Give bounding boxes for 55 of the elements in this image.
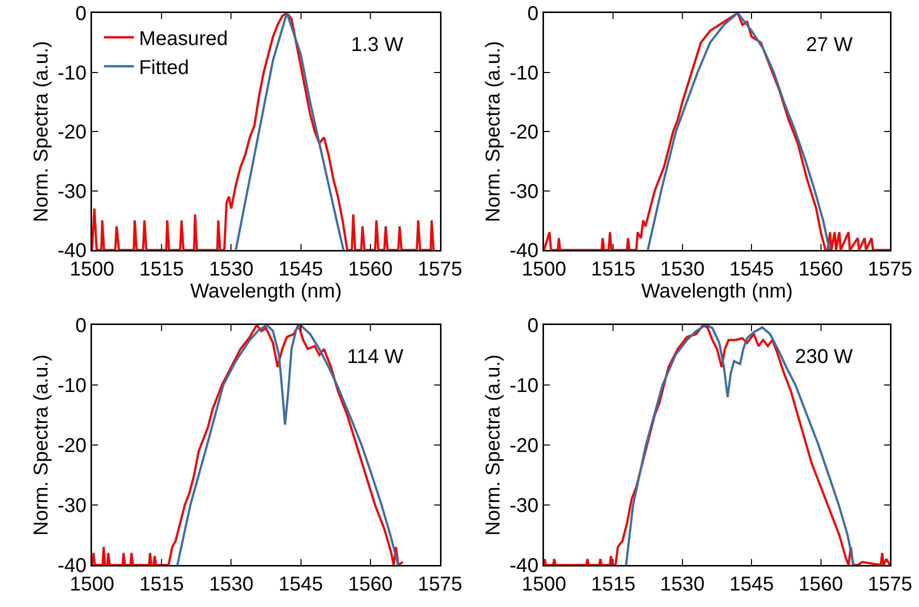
x-tick-label: 1515 bbox=[590, 258, 636, 280]
x-tick-label: 1575 bbox=[418, 574, 462, 596]
y-tick-label: 0 bbox=[75, 3, 86, 25]
line-series bbox=[92, 13, 435, 250]
y-tick-label: -30 bbox=[58, 180, 86, 203]
x-tick-label: 1560 bbox=[348, 258, 393, 280]
x-tick-label: 1545 bbox=[729, 258, 774, 280]
x-tick-label: 1575 bbox=[868, 258, 912, 280]
y-tick-label: -30 bbox=[510, 495, 538, 517]
line-series bbox=[92, 325, 404, 565]
line-series bbox=[544, 325, 890, 565]
y-tick-label: 0 bbox=[75, 315, 86, 337]
y-axis-title: Norm. Spectra (a.u.) bbox=[30, 40, 52, 222]
x-tick-label: 1515 bbox=[139, 574, 184, 596]
annotation: 1.3 W bbox=[351, 34, 404, 56]
x-tick-label: 1560 bbox=[348, 574, 393, 596]
y-tick-label: -20 bbox=[510, 122, 538, 144]
annotation: 27 W bbox=[806, 34, 853, 56]
annotation: 230 W bbox=[795, 346, 853, 368]
x-tick-label: 1545 bbox=[729, 574, 774, 596]
x-tick-label: 1575 bbox=[868, 574, 912, 596]
x-tick-label: 1530 bbox=[660, 258, 705, 280]
x-axis-title: Wavelength (nm) bbox=[641, 280, 793, 302]
legend-label: Fitted bbox=[138, 57, 189, 80]
y-axis-title: Norm. Spectra (a.u.) bbox=[482, 40, 504, 222]
line-series bbox=[625, 325, 855, 565]
y-axis-title: Norm. Spectra (a.u.) bbox=[482, 354, 504, 536]
x-tick-label: 1545 bbox=[278, 574, 324, 596]
annotation: 114 W bbox=[347, 346, 404, 368]
y-tick-label: -10 bbox=[58, 62, 86, 84]
y-tick-label: -10 bbox=[58, 375, 86, 397]
y-tick-label: 0 bbox=[527, 3, 538, 25]
line-series bbox=[646, 13, 831, 250]
y-tick-label: -30 bbox=[58, 495, 86, 517]
y-tick-label: 0 bbox=[527, 315, 538, 337]
line-series bbox=[544, 13, 890, 250]
y-tick-label: -10 bbox=[510, 375, 538, 397]
line-series bbox=[234, 13, 345, 250]
y-tick-label: -20 bbox=[510, 435, 538, 457]
x-tick-label: 1530 bbox=[208, 258, 254, 280]
y-tick-label: -10 bbox=[510, 62, 538, 84]
legend-label: Measured bbox=[138, 28, 228, 50]
x-tick-label: 1515 bbox=[590, 574, 636, 596]
y-axis-title: Norm. Spectra (a.u.) bbox=[30, 354, 52, 536]
x-axis-title: Wavelength (nm) bbox=[190, 280, 342, 302]
y-tick-label: -30 bbox=[510, 180, 538, 203]
x-tick-label: 1560 bbox=[798, 574, 844, 596]
x-tick-label: 1530 bbox=[660, 574, 705, 596]
y-tick-label: -20 bbox=[58, 435, 86, 457]
x-tick-label: 1545 bbox=[278, 258, 324, 280]
x-tick-label: 1515 bbox=[139, 258, 184, 280]
x-tick-label: 1560 bbox=[798, 258, 844, 280]
y-tick-label: -20 bbox=[58, 122, 86, 144]
x-tick-label: 1530 bbox=[208, 574, 254, 596]
x-tick-label: 1575 bbox=[418, 258, 462, 280]
